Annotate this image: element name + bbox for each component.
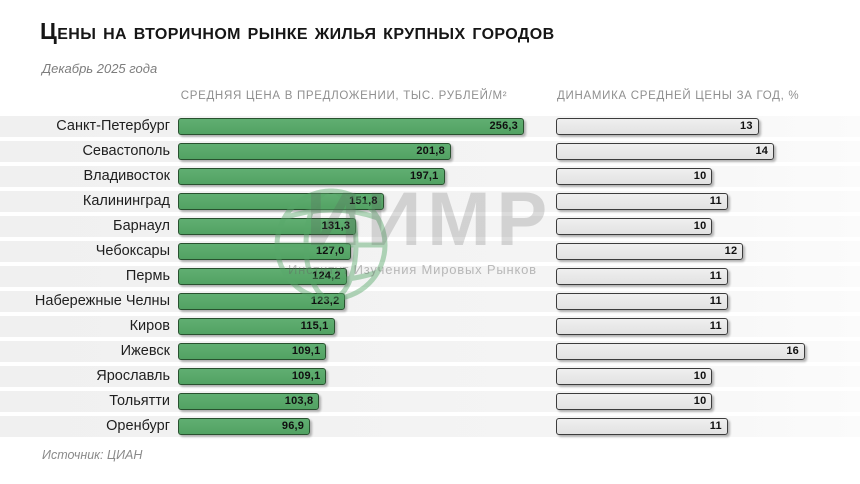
price-bar-value: 109,1 <box>291 370 321 382</box>
chart-row: Ярославль 109,1 10 <box>0 366 860 387</box>
price-bar-value: 151,8 <box>349 195 378 207</box>
chart-row: Пермь 124,2 11 <box>0 266 860 287</box>
dynamics-bar-value: 11 <box>709 420 722 432</box>
dynamics-bar: 11 <box>556 318 728 335</box>
dynamics-bar: 10 <box>556 368 713 385</box>
price-bar-value: 127,0 <box>315 245 345 257</box>
dynamics-bar-value: 11 <box>709 295 722 307</box>
dynamics-bar: 10 <box>556 393 713 410</box>
dynamics-bar-value: 11 <box>709 270 722 282</box>
chart-row: Киров 115,1 11 <box>0 316 860 337</box>
row-city-label: Оренбург <box>106 418 170 434</box>
row-city-label: Владивосток <box>83 168 171 184</box>
dynamics-bar-value: 10 <box>693 370 707 382</box>
row-city-label: Барнаул <box>113 218 170 234</box>
chart-row: Владивосток 197,1 10 <box>0 166 860 187</box>
price-bar-value: 123,2 <box>310 295 340 307</box>
price-bar: 103,8 <box>178 393 320 410</box>
price-bar: 109,1 <box>178 368 327 385</box>
chart-row: Ижевск 109,1 16 <box>0 341 860 362</box>
dynamics-bar: 11 <box>556 418 728 435</box>
dynamics-bar-value: 10 <box>693 170 707 182</box>
price-bar-value: 96,9 <box>281 420 305 432</box>
dynamics-bar-value: 14 <box>755 145 769 157</box>
dynamics-bar: 10 <box>556 168 713 185</box>
dynamics-bar-value: 16 <box>786 345 799 357</box>
row-city-label: Киров <box>129 318 170 334</box>
price-bar-value: 197,1 <box>409 170 439 182</box>
row-city-label: Набережные Челны <box>34 293 170 309</box>
chart-row: Санкт-Петербург 256,3 13 <box>0 116 860 137</box>
dynamics-bar-value: 11 <box>709 320 722 332</box>
dynamics-bar-value: 12 <box>724 245 738 257</box>
price-bar: 131,3 <box>178 218 357 235</box>
chart-row: Тольятти 103,8 10 <box>0 391 860 412</box>
price-bar: 127,0 <box>178 243 351 260</box>
page-subtitle: Декабрь 2025 года <box>42 61 158 76</box>
dynamics-bar: 11 <box>556 268 728 285</box>
dynamics-bar: 14 <box>556 143 775 160</box>
price-bar-value: 124,2 <box>312 270 341 282</box>
price-bar: 151,8 <box>178 193 384 210</box>
chart-row: Севастополь 201,8 14 <box>0 141 860 162</box>
price-bar: 123,2 <box>178 293 346 310</box>
price-bar-value: 256,3 <box>489 120 518 132</box>
price-bar: 124,2 <box>178 268 347 285</box>
chart-row: Оренбург 96,9 11 <box>0 416 860 437</box>
row-city-label: Калининград <box>82 193 170 209</box>
price-bar-value: 131,3 <box>321 220 351 232</box>
price-column-header: СРЕДНЯЯ ЦЕНА В ПРЕДЛОЖЕНИИ, ТЫС. РУБЛЕЙ/… <box>180 90 508 102</box>
chart-rows: Санкт-Петербург 256,3 13 Севастополь 201… <box>0 116 860 441</box>
dynamics-bar-value: 13 <box>740 120 753 132</box>
dynamics-bar-value: 11 <box>709 195 722 207</box>
price-bar: 109,1 <box>178 343 327 360</box>
chart-row: Калининград 151,8 11 <box>0 191 860 212</box>
price-bar: 115,1 <box>178 318 335 335</box>
row-city-label: Ижевск <box>120 343 170 359</box>
chart-row: Барнаул 131,3 10 <box>0 216 860 237</box>
dynamics-column-header: ДИНАМИКА СРЕДНЕЙ ЦЕНЫ ЗА ГОД, % <box>557 90 800 102</box>
price-bar: 96,9 <box>178 418 311 435</box>
price-bar-value: 115,1 <box>300 320 329 332</box>
price-bar-value: 109,1 <box>291 345 321 357</box>
page-title: Цены на вторичном рынке жилья крупных го… <box>40 18 555 44</box>
dynamics-bar: 16 <box>556 343 805 360</box>
price-bar: 201,8 <box>178 143 451 160</box>
dynamics-bar: 12 <box>556 243 744 260</box>
chart-row: Чебоксары 127,0 12 <box>0 241 860 262</box>
row-city-label: Пермь <box>125 268 170 284</box>
row-city-label: Чебоксары <box>95 243 170 259</box>
row-city-label: Тольятти <box>109 393 170 409</box>
dynamics-bar: 11 <box>556 193 728 210</box>
row-city-label: Севастополь <box>82 143 170 159</box>
price-bar-value: 103,8 <box>284 395 314 407</box>
dynamics-bar: 10 <box>556 218 713 235</box>
dynamics-bar-value: 10 <box>693 220 707 232</box>
price-bar: 256,3 <box>178 118 524 135</box>
price-bar: 197,1 <box>178 168 445 185</box>
source-note: Источник: ЦИАН <box>42 448 143 462</box>
price-bar-value: 201,8 <box>416 145 445 157</box>
row-city-label: Санкт-Петербург <box>56 118 170 134</box>
dynamics-bar: 13 <box>556 118 759 135</box>
dynamics-bar-value: 10 <box>693 395 707 407</box>
chart-row: Набережные Челны 123,2 11 <box>0 291 860 312</box>
row-city-label: Ярославль <box>96 368 170 384</box>
dynamics-bar: 11 <box>556 293 728 310</box>
